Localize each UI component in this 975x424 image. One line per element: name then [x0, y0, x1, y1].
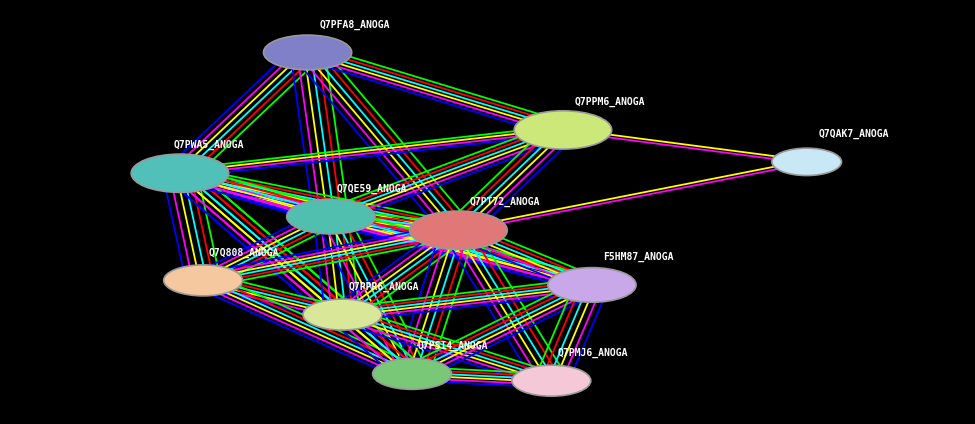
- Text: Q7PPR6_ANOGA: Q7PPR6_ANOGA: [348, 282, 418, 292]
- Text: Q7QE59_ANOGA: Q7QE59_ANOGA: [336, 184, 408, 194]
- Text: Q7PPM6_ANOGA: Q7PPM6_ANOGA: [574, 97, 645, 107]
- Circle shape: [410, 211, 507, 249]
- Circle shape: [263, 35, 352, 70]
- Text: F5HM87_ANOGA: F5HM87_ANOGA: [604, 252, 674, 262]
- Text: Q7PSI4_ANOGA: Q7PSI4_ANOGA: [418, 341, 488, 351]
- Text: Q7PWA5_ANOGA: Q7PWA5_ANOGA: [175, 140, 245, 151]
- Circle shape: [164, 265, 243, 296]
- Circle shape: [303, 299, 382, 330]
- Text: Q7Q808_ANOGA: Q7Q808_ANOGA: [209, 247, 280, 258]
- Circle shape: [287, 199, 375, 234]
- Circle shape: [132, 154, 229, 192]
- Text: Q7PMJ6_ANOGA: Q7PMJ6_ANOGA: [557, 348, 628, 358]
- Text: Q7PT72_ANOGA: Q7PT72_ANOGA: [470, 197, 540, 207]
- Text: Q7QAK7_ANOGA: Q7QAK7_ANOGA: [818, 129, 889, 139]
- Circle shape: [772, 148, 841, 176]
- Text: Q7PFA8_ANOGA: Q7PFA8_ANOGA: [319, 20, 390, 30]
- Circle shape: [548, 268, 636, 302]
- Circle shape: [512, 365, 591, 396]
- Circle shape: [372, 358, 451, 389]
- Circle shape: [514, 111, 611, 149]
